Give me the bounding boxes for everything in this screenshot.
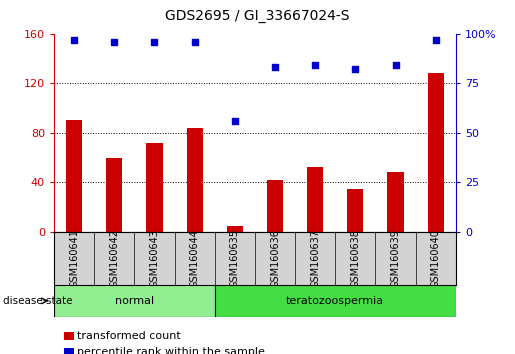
Text: GDS2695 / GI_33667024-S: GDS2695 / GI_33667024-S — [165, 9, 350, 23]
Text: percentile rank within the sample: percentile rank within the sample — [77, 347, 265, 354]
Text: GSM160638: GSM160638 — [350, 229, 360, 288]
Point — [271, 64, 279, 70]
Text: GSM160636: GSM160636 — [270, 229, 280, 288]
Point — [311, 63, 319, 68]
Bar — [427, 73, 444, 232]
Text: transformed count: transformed count — [77, 331, 181, 341]
Text: GSM160639: GSM160639 — [390, 229, 401, 288]
Bar — [66, 120, 82, 232]
Text: normal: normal — [115, 296, 154, 306]
Point — [432, 37, 440, 42]
Bar — [186, 128, 203, 232]
Text: GSM160642: GSM160642 — [109, 229, 119, 288]
Text: GSM160644: GSM160644 — [190, 229, 200, 288]
Bar — [267, 180, 283, 232]
Text: GSM160641: GSM160641 — [69, 229, 79, 288]
FancyBboxPatch shape — [215, 285, 456, 317]
Bar — [64, 332, 74, 340]
Text: GSM160640: GSM160640 — [431, 229, 441, 288]
Bar — [64, 348, 74, 354]
Bar — [146, 143, 163, 232]
Point — [110, 39, 118, 44]
Text: GSM160637: GSM160637 — [310, 229, 320, 288]
Point — [351, 67, 359, 72]
Point — [391, 63, 400, 68]
Point — [150, 39, 159, 44]
FancyBboxPatch shape — [54, 285, 215, 317]
Text: disease state: disease state — [3, 296, 72, 306]
Bar — [307, 167, 323, 232]
Point — [231, 118, 239, 124]
Point — [191, 39, 199, 44]
Bar — [347, 188, 364, 232]
Text: GSM160635: GSM160635 — [230, 229, 240, 288]
Bar — [227, 226, 243, 232]
Bar — [106, 158, 123, 232]
Text: GSM160643: GSM160643 — [149, 229, 160, 288]
Point — [70, 37, 78, 42]
Text: teratozoospermia: teratozoospermia — [286, 296, 384, 306]
Bar — [387, 172, 404, 232]
